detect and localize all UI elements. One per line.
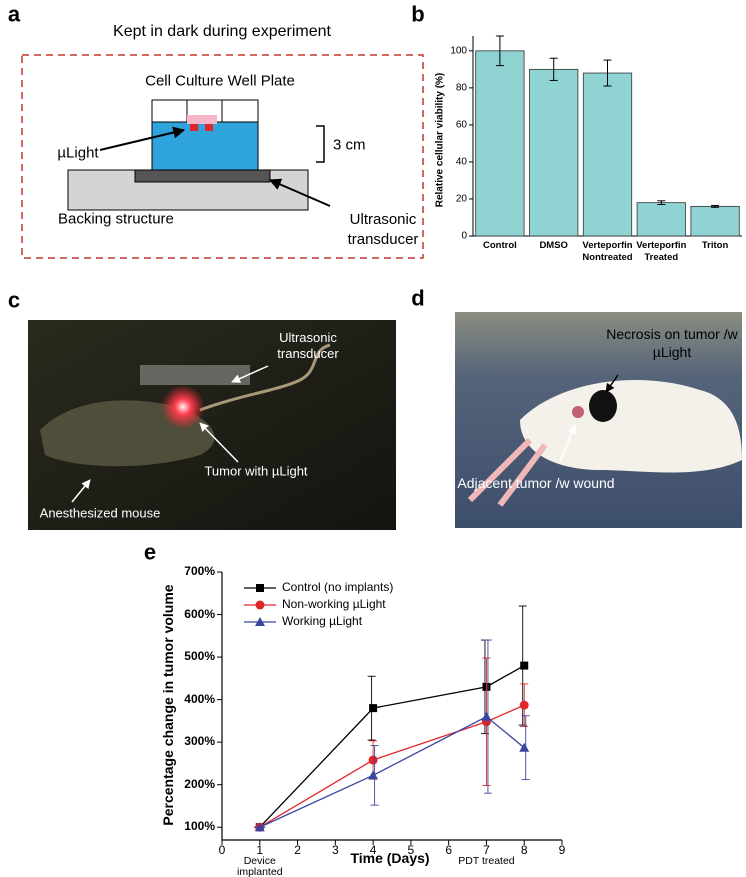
x-tick-label: 2 [294, 843, 301, 858]
x-axis-label: Time (Days) [350, 849, 430, 866]
panel-label: e [143, 539, 157, 565]
point [368, 770, 379, 780]
error-bar [495, 35, 504, 67]
point [254, 822, 265, 832]
legend-marker [255, 617, 265, 626]
y-tick-label: 700% [184, 564, 215, 579]
x-tick-label: Triton [701, 240, 729, 251]
series-line [259, 704, 525, 828]
led [190, 124, 198, 131]
y-tick-label: 40 [455, 156, 467, 168]
y-tick-label: 500% [184, 649, 215, 664]
point [519, 742, 530, 752]
series-line [259, 715, 525, 828]
annotation: PDT treated [458, 855, 515, 867]
x-tick-label: 3 [331, 843, 339, 858]
arrow [268, 178, 331, 207]
error-bar [549, 57, 558, 81]
annotation: Ultrasonic transducer [277, 330, 339, 361]
annotation: Anesthesized mouse [39, 505, 161, 521]
y-tick-label: 20 [455, 193, 467, 205]
arrow [559, 424, 577, 463]
point [520, 661, 529, 670]
wound [572, 406, 584, 418]
x-tick-label: 9 [558, 843, 566, 858]
arrow [99, 126, 186, 151]
bar [636, 202, 686, 237]
tail [199, 343, 331, 412]
y-tick-label: 600% [184, 606, 215, 621]
annotation: Device implanted [237, 855, 283, 877]
y-tick-label: 100% [184, 819, 215, 834]
y-tick-label: 300% [184, 734, 215, 749]
point [519, 700, 529, 710]
y-tick-label: 400% [184, 691, 215, 706]
error-bar [711, 204, 720, 208]
x-tick-label: Control [483, 240, 517, 251]
x-tick-label: 4 [369, 843, 377, 858]
y-axis-label: Percentage change in tumor volume [159, 584, 176, 826]
label: Backing structure [58, 210, 174, 228]
panel-label: b [411, 1, 425, 27]
arrow [71, 479, 91, 503]
x-tick-label: 6 [445, 843, 452, 858]
necrosis [589, 390, 617, 422]
y-tick-label: 0 [461, 230, 467, 242]
x-tick-label: Verteporfin Treated [636, 240, 687, 263]
annotation: Adjacent tumor /w wound [457, 475, 615, 491]
point [481, 711, 492, 721]
bar [475, 50, 525, 237]
point [368, 755, 378, 765]
legend-marker [255, 600, 265, 610]
annotation: Necrosis on tumor /w µLight [606, 326, 738, 360]
arrow [231, 365, 269, 383]
transducer [134, 169, 271, 183]
label: µLight [57, 144, 99, 162]
dashed-box [21, 54, 424, 259]
x-tick-label: 8 [520, 843, 528, 858]
scale-bracket [316, 125, 325, 163]
legend-marker [256, 584, 264, 592]
y-axis-label: Relative cellular viability (%) [434, 72, 446, 208]
bar [582, 72, 633, 237]
legend-label: Non-working µLight [282, 597, 386, 612]
legend-label: Control (no implants) [282, 580, 394, 595]
x-tick-label: 5 [407, 843, 415, 858]
device-pad [187, 115, 217, 124]
x-tick-label: Verteporfin Nontreated [582, 240, 633, 263]
panel-label: a [7, 1, 21, 27]
panel-label: d [411, 285, 425, 311]
led [205, 124, 213, 131]
label: Cell Culture Well Plate [145, 72, 295, 90]
y-tick-label: 60 [455, 119, 467, 131]
y-tick-label: 80 [455, 82, 467, 94]
legs [467, 437, 548, 507]
y-tick-label: 200% [184, 776, 215, 791]
x-tick-label: 7 [483, 843, 490, 858]
annotation: Tumor with µLight [204, 463, 308, 479]
panel-label: c [7, 287, 21, 313]
error-bar [657, 200, 666, 206]
arrow [605, 374, 619, 393]
x-tick-label: DMSO [539, 240, 568, 251]
legend-label: Working µLight [282, 614, 363, 629]
error-bar [603, 59, 612, 87]
label: Ultrasonic transducer [347, 211, 419, 248]
x-tick-label: 1 [256, 843, 264, 858]
arrow [199, 422, 239, 463]
mouse [520, 380, 742, 473]
diagram-title: Kept in dark during experiment [113, 22, 331, 40]
y-tick-label: 100 [450, 45, 467, 57]
transducer-photo [140, 365, 250, 385]
label: 3 cm [333, 136, 366, 154]
series-line [259, 665, 525, 828]
glow [161, 385, 205, 429]
bar [529, 68, 579, 237]
bar [690, 205, 740, 237]
point [369, 704, 378, 713]
x-tick-label: 0 [218, 843, 226, 858]
